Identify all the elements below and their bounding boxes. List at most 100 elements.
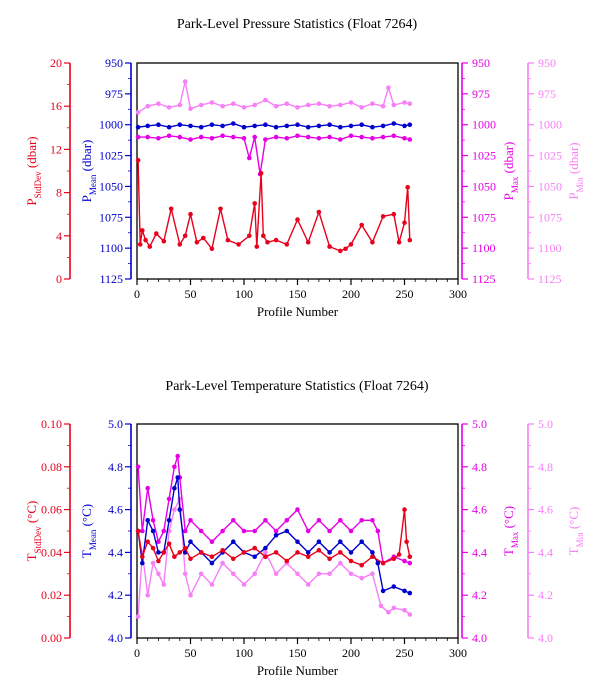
- data-point-min: [273, 571, 279, 577]
- y-tick-label-min: 4.0: [538, 631, 553, 645]
- data-point-max: [327, 528, 332, 534]
- y-tick-label-mean: 1125: [99, 272, 123, 286]
- data-point-std: [380, 214, 386, 219]
- series-line-mean: [137, 477, 411, 594]
- data-point-min: [198, 102, 204, 108]
- data-point-std: [316, 548, 322, 553]
- data-point-min: [348, 100, 354, 105]
- data-point-max: [145, 485, 150, 491]
- data-point-std: [405, 184, 411, 190]
- data-point-std: [407, 237, 413, 243]
- data-point-min: [188, 592, 193, 598]
- data-point-std: [391, 556, 397, 562]
- y-tick-label-max: 4.0: [472, 631, 487, 645]
- data-point-min: [327, 571, 332, 577]
- x-tick-label: 100: [235, 646, 253, 660]
- y-axis-label-max: PMax (dbar): [501, 142, 520, 201]
- data-point-min: [338, 102, 343, 108]
- y-tick-label-std: 20: [50, 56, 62, 70]
- data-point-max: [135, 134, 141, 140]
- data-point-max: [338, 137, 343, 142]
- y-tick-label-std: 0.08: [41, 460, 62, 474]
- y-tick-label-min: 4.8: [538, 460, 553, 474]
- y-tick-label-std: 4: [56, 229, 62, 243]
- data-point-std: [305, 554, 311, 559]
- data-point-max: [140, 528, 145, 534]
- data-point-std: [252, 201, 257, 206]
- data-point-mean: [145, 518, 150, 523]
- data-point-mean: [263, 545, 268, 551]
- data-point-min: [209, 100, 215, 105]
- data-point-mean: [263, 122, 268, 127]
- y-tick-label-max: 4.8: [472, 460, 487, 474]
- data-point-std: [254, 244, 260, 249]
- y-tick-label-std: 8: [56, 186, 62, 200]
- data-point-mean: [140, 560, 145, 566]
- data-point-max: [175, 453, 180, 459]
- y-tick-label-std: 0.10: [41, 417, 62, 431]
- data-point-min: [182, 571, 188, 577]
- data-point-mean: [188, 123, 193, 129]
- data-point-max: [156, 539, 161, 544]
- data-point-min: [386, 610, 391, 615]
- data-point-min: [209, 582, 215, 587]
- data-point-max: [209, 136, 215, 141]
- data-point-mean: [327, 122, 332, 127]
- data-point-min: [273, 103, 279, 109]
- y-tick-label-min: 1000: [538, 118, 562, 132]
- data-point-mean: [273, 533, 279, 538]
- data-point-std: [182, 545, 188, 551]
- data-point-mean: [156, 122, 161, 127]
- x-tick-label: 300: [449, 646, 467, 660]
- data-point-min: [386, 85, 391, 90]
- data-point-std: [402, 220, 407, 226]
- data-point-std: [338, 550, 343, 555]
- data-point-mean: [305, 124, 311, 130]
- data-point-min: [305, 102, 311, 108]
- data-point-std: [150, 545, 156, 551]
- data-point-std: [273, 237, 279, 243]
- data-point-min: [391, 102, 397, 108]
- data-point-min: [252, 571, 257, 577]
- data-point-std: [140, 554, 145, 559]
- data-point-max: [359, 134, 365, 140]
- data-point-mean: [305, 550, 311, 555]
- data-point-min: [359, 105, 365, 110]
- data-point-max: [198, 134, 204, 140]
- data-point-mean: [327, 550, 332, 555]
- x-tick-label: 250: [396, 287, 414, 301]
- data-point-min: [172, 507, 177, 512]
- data-point-mean: [220, 123, 225, 129]
- data-point-std: [402, 507, 407, 512]
- y-tick-label-std: 0.02: [41, 588, 62, 602]
- data-point-min: [241, 582, 247, 587]
- data-point-std: [391, 211, 397, 217]
- data-point-mean: [402, 588, 407, 594]
- data-point-max: [241, 528, 247, 534]
- data-point-min: [316, 571, 322, 577]
- data-point-mean: [348, 123, 354, 129]
- data-point-std: [359, 562, 365, 568]
- y-tick-label-max: 1100: [472, 241, 496, 255]
- data-point-mean: [252, 123, 257, 129]
- y-tick-label-max: 1125: [472, 272, 496, 286]
- data-point-min: [231, 101, 236, 106]
- data-point-std: [370, 554, 375, 559]
- x-tick-label: 200: [342, 287, 360, 301]
- data-point-min: [263, 97, 268, 103]
- y-tick-label-min: 1025: [538, 149, 562, 163]
- data-point-mean: [402, 123, 407, 129]
- data-point-max: [188, 137, 193, 142]
- data-point-mean: [188, 539, 193, 544]
- y-tick-label-min: 950: [538, 56, 556, 70]
- data-point-min: [156, 101, 161, 106]
- data-point-std: [209, 246, 215, 252]
- y-tick-label-min: 1125: [538, 272, 562, 286]
- y-tick-label-max: 4.4: [472, 545, 487, 559]
- data-point-min: [166, 105, 172, 110]
- y-axis-label-mean: PMean (dbar): [79, 140, 98, 203]
- y-tick-label-mean: 1075: [99, 210, 123, 224]
- data-point-std: [145, 539, 150, 544]
- y-tick-label-max: 1075: [472, 210, 496, 224]
- data-point-std: [135, 528, 141, 534]
